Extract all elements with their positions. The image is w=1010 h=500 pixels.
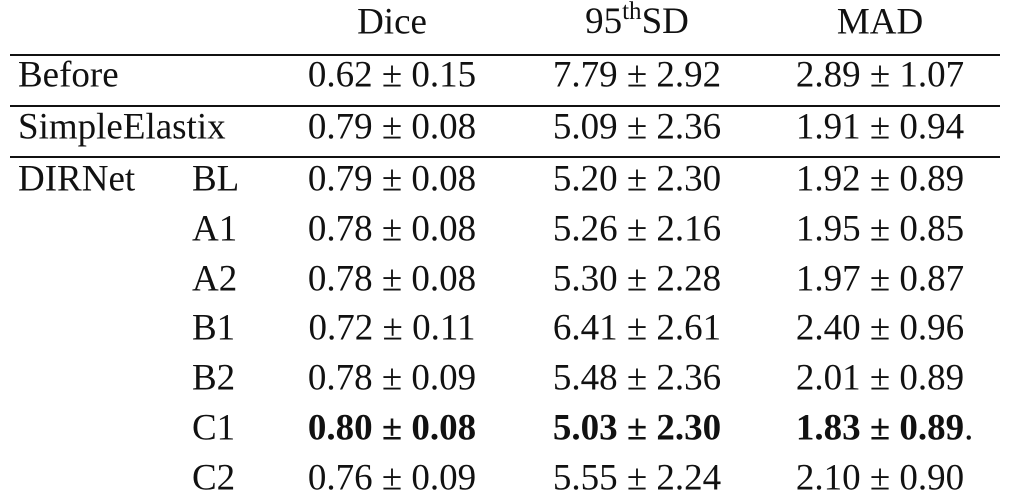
row-variant: B1 — [192, 307, 235, 348]
row-label: DIRNet — [18, 158, 136, 199]
row-variant: BL — [192, 158, 239, 199]
cell: 2.40 ± 0.96 — [796, 307, 964, 348]
cell: 1.83 ± 0.89 — [796, 407, 964, 448]
cell: 0.80 ± 0.08 — [308, 407, 476, 448]
cell: 0.78 ± 0.09 — [308, 357, 476, 398]
cell: 0.72 ± 0.11 — [309, 307, 476, 348]
cell: 5.09 ± 2.36 — [553, 106, 721, 147]
row-label: SimpleElastix — [18, 106, 226, 147]
cell: 5.26 ± 2.16 — [553, 208, 721, 249]
cell: 0.62 ± 0.15 — [308, 54, 476, 95]
cell: 1.91 ± 0.94 — [796, 106, 964, 147]
cell: 0.79 ± 0.08 — [308, 106, 476, 147]
cell: 5.55 ± 2.24 — [553, 457, 721, 498]
cell: 1.97 ± 0.87 — [796, 258, 964, 299]
cell: 0.78 ± 0.08 — [308, 208, 476, 249]
cell: 5.30 ± 2.28 — [553, 258, 721, 299]
row-variant: A2 — [192, 258, 237, 299]
cell-suffix: . — [964, 407, 973, 448]
row-variant: C1 — [192, 407, 235, 448]
cell: 0.78 ± 0.08 — [308, 258, 476, 299]
header-sd-rest: SD — [642, 1, 689, 42]
cell: 7.79 ± 2.92 — [553, 54, 721, 95]
cell: 2.10 ± 0.90 — [796, 457, 964, 498]
cell: 5.03 ± 2.30 — [553, 407, 721, 448]
cell: 2.01 ± 0.89 — [796, 357, 964, 398]
row-variant: A1 — [192, 208, 237, 249]
row-variant: C2 — [192, 457, 235, 498]
cell: 1.95 ± 0.85 — [796, 208, 964, 249]
cell: 5.20 ± 2.30 — [553, 158, 721, 199]
cell: 5.48 ± 2.36 — [553, 357, 721, 398]
header-mad: MAD — [837, 1, 923, 42]
header-sd-base: 95 — [585, 1, 622, 42]
row-variant: B2 — [192, 357, 235, 398]
header-sd-sup: th — [622, 0, 642, 25]
row-label: Before — [18, 54, 119, 95]
cell: 0.76 ± 0.09 — [308, 457, 476, 498]
cell: 6.41 ± 2.61 — [553, 307, 721, 348]
header-sd: 95thSD — [585, 0, 689, 42]
header-dice: Dice — [357, 1, 427, 42]
cell: 2.89 ± 1.07 — [796, 54, 964, 95]
cell: 1.92 ± 0.89 — [796, 158, 964, 199]
cell: 0.79 ± 0.08 — [308, 158, 476, 199]
